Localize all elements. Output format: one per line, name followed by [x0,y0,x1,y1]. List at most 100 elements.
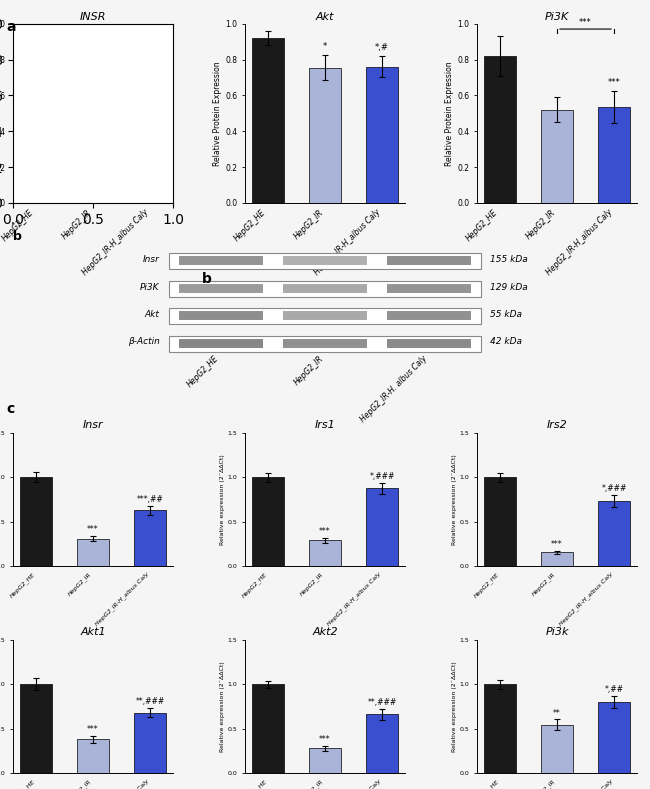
Bar [599,107,630,203]
Bar [252,477,283,567]
Bar [179,346,263,348]
Bar [283,258,367,260]
Text: 129 kDa: 129 kDa [490,282,528,292]
Y-axis label: Relative expression (2⁻ΔΔCt): Relative expression (2⁻ΔΔCt) [220,454,225,544]
Bar [367,67,398,203]
Bar [309,748,341,773]
Title: Akt2: Akt2 [312,627,338,638]
Bar [179,256,263,265]
Bar [283,284,367,293]
Text: **: ** [89,107,98,116]
Bar [387,338,471,348]
Text: b: b [202,272,211,286]
Bar [283,262,367,264]
Text: ***,##: ***,## [136,495,163,504]
Bar [179,284,263,293]
Bar [387,319,471,320]
Text: 42 kDa: 42 kDa [490,338,523,346]
Text: ***: *** [551,540,563,549]
Title: Pi3K: Pi3K [545,12,569,21]
Bar [283,316,367,319]
Bar [283,286,367,287]
Text: **,###: **,### [135,697,164,706]
Bar [283,256,367,265]
Bar [599,702,630,773]
Bar [484,56,515,203]
Text: Pi3K: Pi3K [140,282,160,292]
Bar [20,100,51,203]
Bar [387,338,471,341]
Title: Akt: Akt [316,12,334,21]
Bar [179,313,263,315]
Bar [252,38,283,203]
Bar [169,308,481,324]
Bar [283,313,367,315]
Text: c: c [6,402,15,417]
Bar [179,264,263,265]
Title: Insr: Insr [83,421,103,430]
Text: *,#: *,# [375,43,389,52]
Bar [367,714,398,773]
Text: ***: *** [319,735,331,744]
Bar [387,260,471,262]
Bar [387,284,471,286]
Bar [77,130,109,203]
Text: 55 kDa: 55 kDa [490,310,523,319]
Bar [541,724,573,773]
Bar [387,256,471,265]
Bar [283,342,367,344]
Bar [387,312,471,320]
Title: Pi3k: Pi3k [545,627,569,638]
Text: **: ** [553,709,561,717]
Bar [179,338,263,348]
Y-axis label: Relative Protein Expression: Relative Protein Expression [213,61,222,166]
Title: Akt1: Akt1 [80,627,106,638]
Bar [309,540,341,567]
Y-axis label: Relative expression (2⁻ΔΔCt): Relative expression (2⁻ΔΔCt) [452,454,457,544]
Title: Irs2: Irs2 [547,421,567,430]
Bar [179,342,263,344]
Bar [484,684,515,773]
Bar [169,335,481,352]
Bar [387,256,471,258]
Bar [387,341,471,342]
Text: *,###: *,### [136,53,164,62]
Title: INSR: INSR [80,12,106,21]
Bar [283,338,367,341]
Bar [283,290,367,291]
Text: ***: *** [319,527,331,536]
Bar [367,488,398,567]
Title: Irs1: Irs1 [315,421,335,430]
Text: Akt: Akt [145,310,160,319]
Bar [179,287,263,290]
Bar [541,552,573,567]
Bar [179,312,263,320]
Bar [179,338,263,341]
Bar [179,290,263,291]
Bar [541,110,573,203]
Bar [283,315,367,316]
Text: HepG2_IR-H. albus Caly: HepG2_IR-H. albus Caly [359,354,429,424]
Text: ***: *** [87,525,99,534]
Bar [387,286,471,287]
Y-axis label: Relative Protein Expression: Relative Protein Expression [445,61,454,166]
Bar [179,260,263,262]
Bar [20,477,51,567]
Y-axis label: Relative expression (2⁻ΔΔCt): Relative expression (2⁻ΔΔCt) [220,661,225,752]
Text: *,###: *,### [369,472,395,481]
Text: ***: *** [608,78,620,88]
Bar [179,286,263,287]
Bar [283,341,367,342]
Bar [484,477,515,567]
Text: HepG2_HE: HepG2_HE [186,354,221,389]
Bar [179,262,263,264]
Bar [387,316,471,319]
Bar [77,539,109,567]
Bar [309,68,341,203]
Bar [387,264,471,265]
Bar [77,739,109,773]
Bar [169,281,481,297]
Bar [283,291,367,293]
Bar [135,712,166,773]
Text: ***: *** [87,725,99,734]
